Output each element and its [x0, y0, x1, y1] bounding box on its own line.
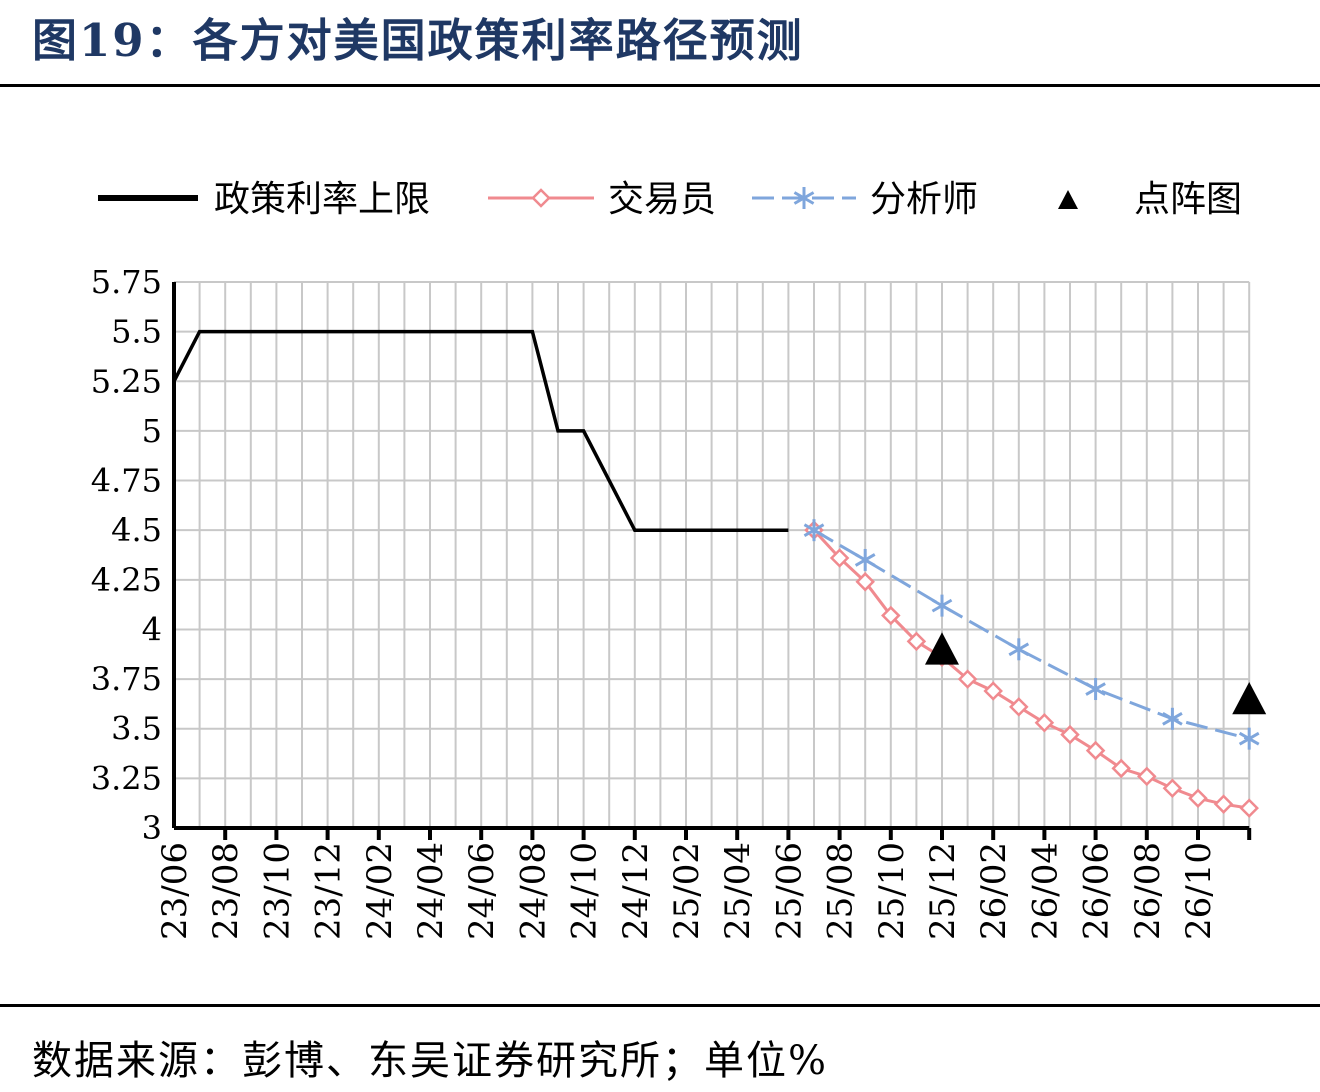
trader-point	[957, 669, 978, 689]
y-tick-label: 4	[142, 610, 162, 648]
legend-trader-label: 交易员	[608, 179, 716, 220]
policy-rate-line	[172, 329, 789, 532]
dotplot-point	[1232, 681, 1267, 715]
trader-point	[1060, 724, 1080, 745]
y-tick-label: 4.25	[91, 561, 162, 599]
analyst-point	[931, 594, 953, 617]
trader-point	[1162, 778, 1183, 799]
trader-point	[881, 605, 901, 626]
y-tick-label: 5.75	[91, 263, 162, 301]
y-tick-label: 3.75	[91, 660, 162, 698]
y-tick-label: 5	[142, 412, 162, 450]
y-tick-label: 4.75	[91, 462, 162, 500]
trader-point	[1009, 697, 1029, 717]
figure-title: 图19：各方对美国政策利率路径预测	[32, 14, 804, 67]
trader-point	[1137, 766, 1157, 787]
asterisk-stroke	[803, 523, 825, 537]
x-tick-label: 23/08	[206, 842, 246, 940]
analyst-point	[1162, 707, 1183, 730]
y-tick-label: 4.5	[111, 511, 162, 549]
x-tick-label: 26/10	[1179, 842, 1219, 940]
legend-analyst-label: 分析师	[870, 179, 978, 220]
x-tick-label: 25/10	[872, 842, 912, 940]
x-tick-label: 24/08	[513, 842, 553, 940]
top-rule	[0, 84, 1320, 87]
x-tick-label: 26/02	[974, 842, 1014, 940]
x-tick-label: 25/08	[821, 842, 861, 940]
y-tick-label: 3.25	[91, 759, 162, 797]
x-tick-label: 26/08	[1128, 842, 1168, 940]
analyst-point	[854, 548, 876, 571]
x-tick-label: 25/12	[923, 842, 963, 940]
x-tick-label: 23/10	[257, 842, 297, 940]
y-tick-label: 5.25	[91, 362, 162, 400]
asterisk-stroke	[854, 553, 876, 567]
asterisk-stroke	[1085, 682, 1106, 696]
legend-analyst-marker	[793, 187, 815, 209]
x-tick-label: 25/04	[718, 842, 758, 940]
x-tick-label: 26/06	[1077, 842, 1117, 940]
x-tick-label: 25/06	[769, 842, 809, 940]
trader-point	[1034, 713, 1055, 733]
x-tick-label: 23/12	[309, 842, 349, 940]
trader-point	[829, 548, 850, 568]
trader-point	[983, 681, 1003, 701]
bottom-rule	[0, 1004, 1320, 1007]
legend: 政策利率上限 交易员 分析师 点阵图	[98, 179, 1242, 220]
x-tick-label: 24/10	[565, 842, 605, 940]
trader-point	[1213, 794, 1234, 814]
y-tick-label: 5.5	[111, 313, 162, 351]
analyst-point	[1238, 727, 1260, 750]
analyst-point	[1085, 678, 1106, 701]
trader-point	[1085, 740, 1106, 761]
asterisk-stroke	[1008, 642, 1030, 657]
asterisk-stroke	[1238, 731, 1260, 746]
trader-line	[812, 529, 1250, 810]
legend-dotplot-label: 点阵图	[1134, 179, 1242, 220]
x-tick-label: 24/04	[411, 842, 451, 940]
x-tick-label: 26/04	[1025, 842, 1065, 940]
source-note: 数据来源：彭博、东吴证券研究所；单位%	[32, 1038, 829, 1084]
x-tick-label: 24/06	[462, 842, 502, 940]
x-tick-label: 23/06	[155, 842, 195, 940]
legend-dotplot-marker	[1058, 190, 1078, 209]
y-tick-label: 3	[142, 809, 162, 847]
x-tick-label: 25/02	[667, 842, 707, 940]
x-tick-label: 24/02	[360, 842, 400, 940]
analyst-point	[1008, 638, 1030, 661]
asterisk-stroke	[931, 598, 953, 613]
legend-trader-marker	[531, 188, 551, 208]
trader-point	[1239, 798, 1259, 818]
analyst-point	[803, 519, 825, 542]
legend-policy-label: 政策利率上限	[214, 179, 430, 220]
y-tick-label: 3.5	[111, 710, 162, 748]
trader-point	[1188, 788, 1208, 808]
trader-point	[855, 572, 875, 592]
asterisk-stroke	[1162, 711, 1183, 726]
asterisk-stroke	[793, 191, 815, 205]
analyst-line	[813, 528, 1250, 741]
dotplot-point	[925, 632, 959, 665]
trader-point	[906, 631, 927, 652]
trader-point	[1111, 758, 1131, 779]
x-tick-label: 24/12	[616, 842, 656, 940]
